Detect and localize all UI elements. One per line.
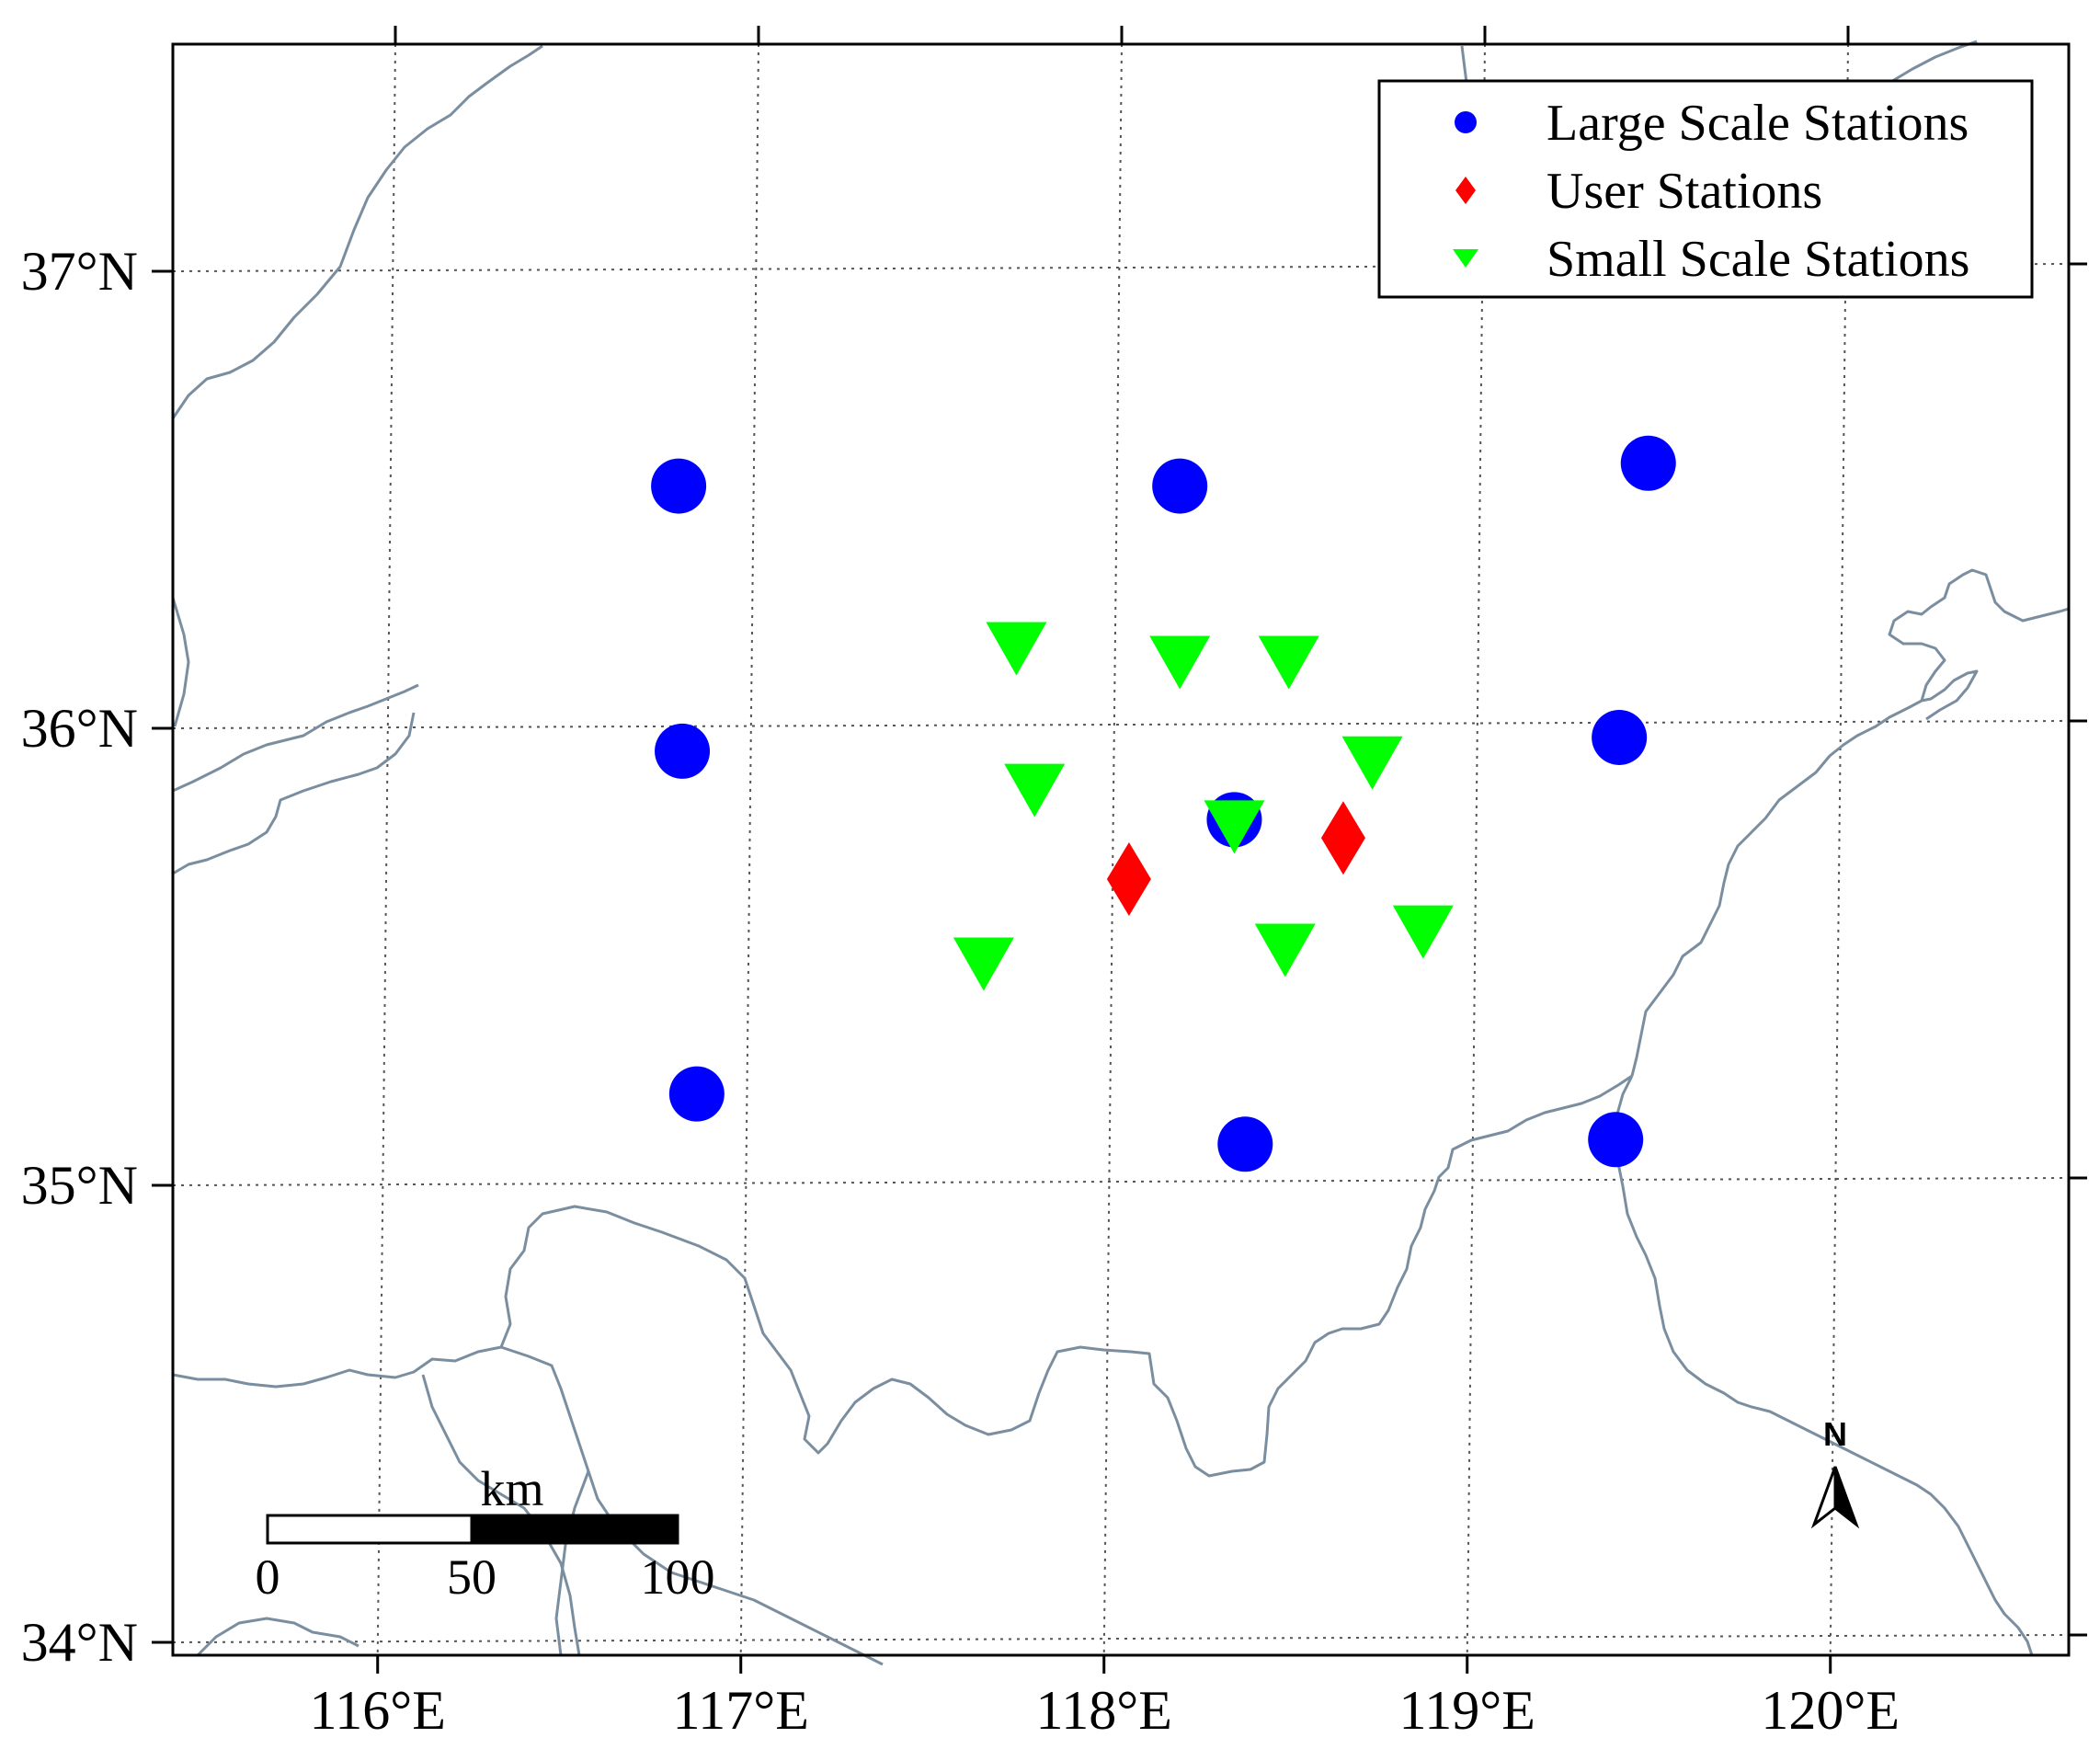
large-scale-station-2 (668, 1066, 725, 1122)
scale-segment-white (266, 1514, 474, 1545)
x-tick-label: 116°E (310, 1680, 446, 1741)
station-markers (651, 435, 1676, 1172)
north-arrow-right-half (1833, 1466, 1860, 1529)
large-scale-station-6 (1620, 435, 1676, 491)
meridian-117 (739, 43, 759, 1656)
scale-label-50: 50 (447, 1549, 496, 1605)
x-tick-label: 118°E (1036, 1680, 1172, 1741)
large-scale-station-1 (655, 723, 711, 779)
boundary-south (172, 1074, 1633, 1478)
small-scale-station-1 (1149, 635, 1211, 690)
scale-segment-black (470, 1514, 679, 1545)
meridian-116 (376, 43, 396, 1656)
x-tick-label: 119°E (1399, 1680, 1535, 1741)
x-tick-label: 117°E (673, 1680, 809, 1741)
legend: Large Scale Stations User Stations Small… (1377, 79, 2034, 299)
large-scale-station-5 (1217, 1116, 1273, 1172)
legend-label-user: User Stations (1546, 163, 1822, 220)
small-scale-station-2 (1258, 635, 1319, 690)
small-scale-station-6 (953, 937, 1014, 991)
parallel-35 (172, 1177, 2070, 1186)
parallel-37 (172, 263, 2070, 272)
legend-label-large-scale: Large Scale Stations (1546, 95, 1969, 152)
legend-box (1377, 79, 2034, 299)
north-arrow-icon: N (1810, 1415, 1860, 1529)
legend-label-small-scale: Small Scale Stations (1546, 231, 1969, 288)
boundary-west (172, 683, 419, 793)
small-scale-station-8 (1392, 905, 1454, 959)
coastline-peninsula (1888, 568, 2070, 702)
boundary-west-3 (171, 597, 190, 727)
boundary-southwest-2 (500, 1345, 884, 1666)
legend-marker-triangle (1453, 249, 1478, 268)
boundary-west-2 (172, 712, 416, 875)
parallel-34 (172, 1634, 2070, 1643)
large-scale-station-3 (1152, 458, 1208, 514)
small-scale-station-3 (1004, 763, 1066, 817)
y-tick-label: 34°N (21, 1612, 138, 1673)
small-scale-station-5 (1341, 736, 1403, 790)
scale-unit: km (480, 1461, 543, 1516)
legend-marker-circle (1455, 111, 1477, 133)
boundary-southwest (421, 1374, 581, 1656)
large-scale-station-7 (1592, 709, 1648, 765)
legend-marker-diamond (1455, 177, 1476, 204)
large-scale-station-8 (1588, 1112, 1644, 1168)
user-station-1 (1320, 801, 1365, 875)
parallel-36 (172, 720, 2070, 729)
small-scale-station-0 (986, 622, 1047, 676)
large-scale-station-0 (651, 458, 707, 514)
meridian-120 (1829, 43, 1849, 1656)
boundary-northwest (171, 44, 543, 419)
small-scale-station-7 (1254, 923, 1316, 977)
meridian-118 (1102, 43, 1123, 1656)
boundary-southwest-3 (554, 1470, 590, 1656)
graticule (172, 43, 2070, 1656)
scale-bar: km 0 50 100 (256, 1461, 715, 1605)
y-tick-label: 37°N (21, 241, 138, 302)
north-label: N (1823, 1415, 1847, 1453)
scale-label-0: 0 (256, 1549, 280, 1605)
small-scale-station-4 (1204, 800, 1265, 854)
coastline-south-east (1612, 1075, 2034, 1656)
boundary-bottom-left (196, 1617, 360, 1657)
coastline-east (1630, 669, 1979, 1077)
meridian-119 (1466, 43, 1486, 1656)
y-tick-label: 36°N (21, 698, 138, 759)
coastlines (171, 40, 2070, 1666)
x-tick-label: 120°E (1761, 1680, 1900, 1741)
axis-ticks: 116°E 117°E 118°E 119°E 120°E 34°N 35°N 36°N 37°… (21, 26, 2087, 1741)
user-station-0 (1106, 842, 1151, 917)
north-arrow-left-half (1810, 1466, 1837, 1529)
scale-label-100: 100 (641, 1549, 715, 1605)
y-tick-label: 35°N (21, 1155, 138, 1216)
